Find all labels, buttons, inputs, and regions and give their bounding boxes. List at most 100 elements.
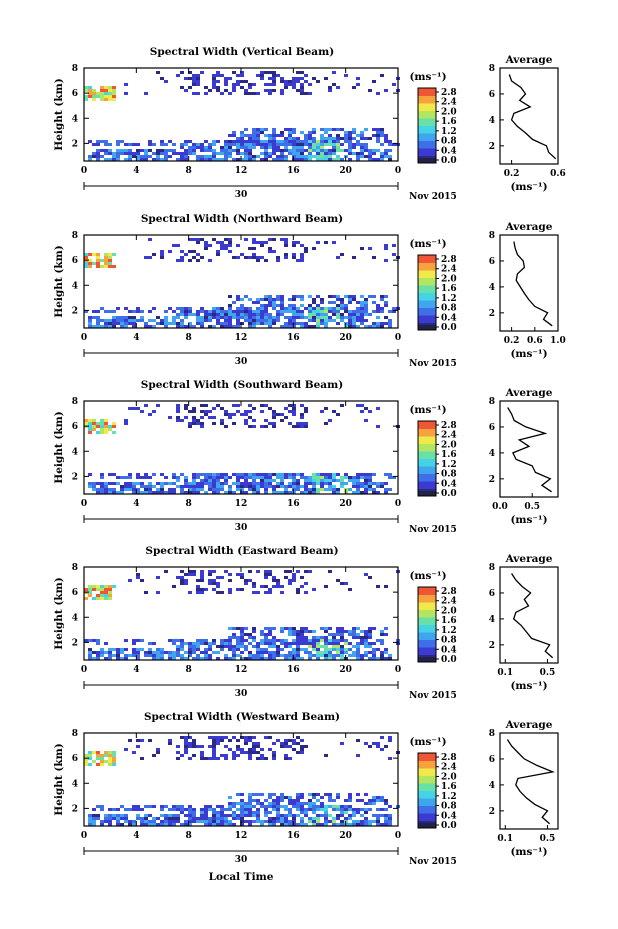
colorbar-tick-label: 0.4 <box>441 313 457 323</box>
heatmap-cell <box>184 143 188 146</box>
heatmap-cell <box>332 128 336 131</box>
heatmap-cell <box>280 80 284 83</box>
heatmap-cell <box>352 313 356 316</box>
heatmap-cell <box>348 298 352 301</box>
heatmap-cell <box>160 149 164 152</box>
heatmap-cell <box>296 322 300 325</box>
heatmap-cell <box>256 241 260 244</box>
heatmap-cell <box>100 149 104 152</box>
heatmap-cell <box>200 404 204 407</box>
heatmap-cell <box>208 805 212 808</box>
heatmap-cell <box>312 802 316 805</box>
heatmap-cell <box>324 476 328 479</box>
heatmap-cell <box>252 158 256 161</box>
heatmap-cell <box>260 820 264 823</box>
heatmap-cell <box>336 796 340 799</box>
heatmap-cell <box>228 152 232 155</box>
heatmap-cell <box>252 253 256 256</box>
heatmap-cell <box>176 479 180 482</box>
heatmap-cell <box>196 579 200 582</box>
heatmap-cell <box>156 316 160 319</box>
heatmap-cell <box>228 155 232 158</box>
heatmap-cell <box>224 143 228 146</box>
heatmap-cell <box>360 808 364 811</box>
heatmap-cell <box>88 92 92 95</box>
heatmap-cells <box>84 238 400 328</box>
heatmap-cell <box>280 134 284 137</box>
heatmap-cell <box>228 796 232 799</box>
heatmap-cell <box>180 808 184 811</box>
heatmap-cell <box>332 488 336 491</box>
heatmap-cell <box>284 654 288 657</box>
colorbar-swatch <box>418 325 436 330</box>
heatmap-cell <box>260 648 264 651</box>
colorbar-swatch <box>418 788 436 791</box>
y-tick-label: 2 <box>72 139 78 149</box>
heatmap-cell <box>300 131 304 134</box>
heatmap-cell <box>88 316 92 319</box>
heatmap-cell <box>324 585 328 588</box>
heatmap-cell <box>388 757 392 760</box>
heatmap-cell <box>280 585 284 588</box>
heatmap-cell <box>220 149 224 152</box>
y-tick-label: 8 <box>72 231 78 241</box>
colorbar-tick-label: 2.8 <box>441 88 457 98</box>
heatmap-cell <box>132 491 136 494</box>
colorbar-swatch <box>418 598 436 601</box>
heatmap-cell <box>268 645 272 648</box>
heatmap-cell <box>228 304 232 307</box>
heatmap-cell <box>252 630 256 633</box>
heatmap-cell <box>340 742 344 745</box>
heatmap-cell <box>104 588 108 591</box>
heatmap-cell <box>212 77 216 80</box>
heatmap-cell <box>276 482 280 485</box>
heatmap-cell <box>292 307 296 310</box>
heatmap-cell <box>104 92 108 95</box>
heatmap-cell <box>136 149 140 152</box>
heatmap-cell <box>280 89 284 92</box>
heatmap-cell <box>352 633 356 636</box>
heatmap-cell <box>364 310 368 313</box>
heatmap-cell <box>176 316 180 319</box>
heatmap-cell <box>208 146 212 149</box>
heatmap-cell <box>236 642 240 645</box>
heatmap-cell <box>288 307 292 310</box>
heatmap-cell <box>380 482 384 485</box>
heatmap-cell <box>240 134 244 137</box>
heatmap-cell <box>320 298 324 301</box>
heatmap-cell <box>236 74 240 77</box>
heatmap-cell <box>200 591 204 594</box>
colorbar-swatch <box>418 769 436 773</box>
heatmap-cell <box>328 295 332 298</box>
heatmap-cell <box>100 754 104 757</box>
heatmap-cell <box>140 316 144 319</box>
average-line <box>507 407 552 493</box>
heatmap-cell <box>292 304 296 307</box>
colorbar-swatch <box>418 88 436 91</box>
heatmap-cell <box>216 811 220 814</box>
heatmap-cell <box>188 488 192 491</box>
heatmap-cell <box>348 131 352 134</box>
heatmap-cell <box>200 576 204 579</box>
heatmap-cell <box>292 739 296 742</box>
heatmap-cell <box>200 570 204 573</box>
heatmap-cell <box>240 645 244 648</box>
x-tick-label: 12 <box>235 665 248 675</box>
heatmap-cell <box>352 146 356 149</box>
heatmap-cell <box>152 158 156 161</box>
heatmap-cell <box>260 298 264 301</box>
heatmap-cell <box>244 639 248 642</box>
heatmap-cell <box>108 823 112 826</box>
heatmap-cell <box>264 146 268 149</box>
colorbar-swatch <box>418 275 436 278</box>
heatmap-cell <box>224 817 228 820</box>
heatmap-cell <box>316 313 320 316</box>
heatmap-cell <box>256 657 260 660</box>
colorbar-swatch <box>418 481 436 484</box>
heatmap-cell <box>256 256 260 259</box>
heatmap-cell <box>356 83 360 86</box>
heatmap-cell <box>320 301 324 304</box>
heatmap-cell <box>232 140 236 143</box>
heatmap-cell <box>272 485 276 488</box>
heatmap-cell <box>100 651 104 654</box>
